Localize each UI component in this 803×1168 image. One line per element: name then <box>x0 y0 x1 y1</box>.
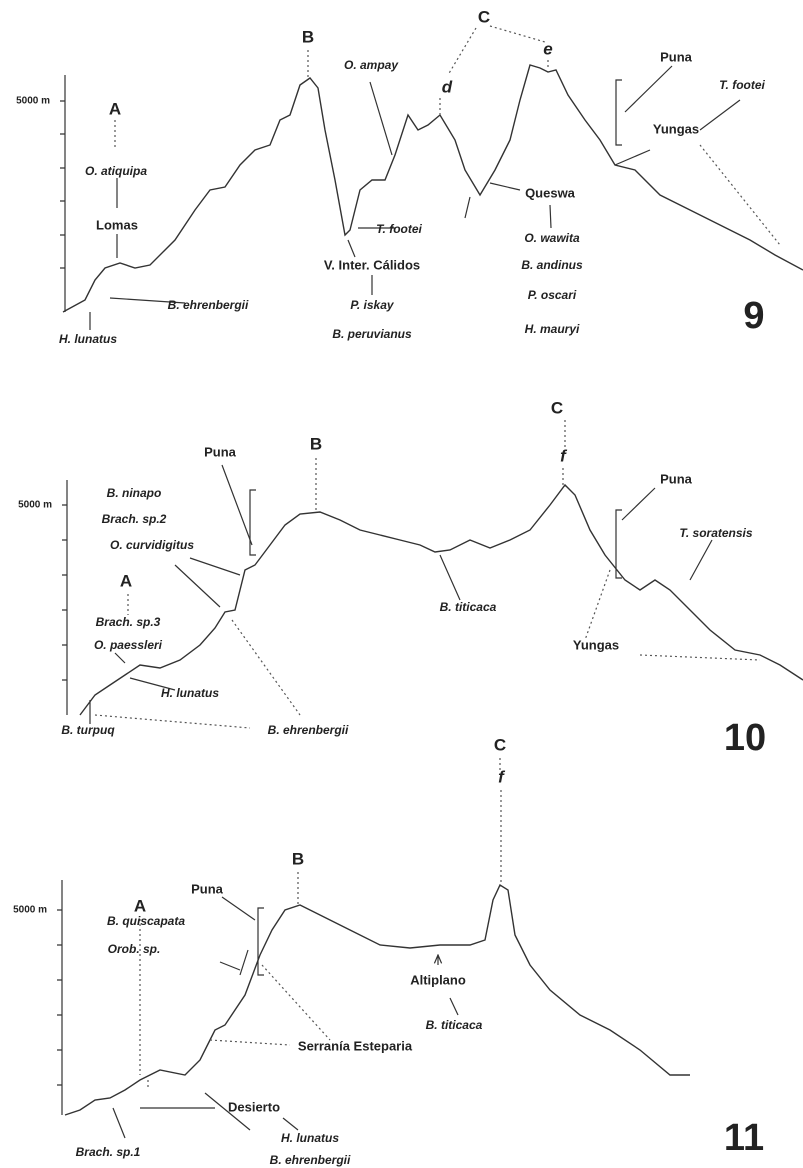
axis-9 <box>60 75 65 312</box>
site-label: P. oscari <box>528 288 577 302</box>
site-label: B. titicaca <box>426 1018 483 1032</box>
site-label: H. mauryi <box>525 322 580 336</box>
site-label: Puna <box>204 444 237 459</box>
site-label: Puna <box>191 881 224 896</box>
profile-9 <box>63 65 803 312</box>
bracket <box>250 80 622 975</box>
site-label: B. quiscapata <box>107 914 185 928</box>
site-label: e <box>543 39 552 58</box>
figure-number: 10 <box>724 717 766 759</box>
site-label: B. ninapo <box>107 486 162 500</box>
site-label: H. lunatus <box>161 686 219 700</box>
site-label: Orob. sp. <box>108 942 161 956</box>
axis-label: 5000 m <box>18 500 52 511</box>
site-label: C <box>551 398 563 417</box>
site-label: T. soratensis <box>679 526 752 540</box>
site-label: O. paessleri <box>94 638 163 652</box>
site-label: A <box>109 99 121 118</box>
axis-label: 5000 m <box>13 905 47 916</box>
figure-number: 9 <box>743 295 764 337</box>
site-label: O. wawita <box>524 231 580 245</box>
site-label: B. turpuq <box>61 723 115 737</box>
site-label: Puna <box>660 49 693 64</box>
axis-10 <box>62 480 67 715</box>
figure: 9 5000 m A B Cd e O. ampay Puna T. footei Yungas O… <box>0 0 803 1168</box>
site-label: d <box>442 77 453 96</box>
axis-label: 5000 m <box>16 96 50 107</box>
site-label: Puna <box>660 471 693 486</box>
site-label: T. footei <box>719 78 765 92</box>
site-label: f <box>560 446 568 465</box>
axis-11 <box>57 880 62 1115</box>
site-label: B <box>302 27 314 46</box>
connectors <box>90 26 780 1138</box>
labels: 9 5000 m A B Cd e O. ampay Puna T. footei Yungas O… <box>13 7 766 1167</box>
site-label: Brach. sp.1 <box>76 1145 141 1159</box>
site-label: O. ampay <box>344 58 399 72</box>
site-label: C <box>478 7 490 26</box>
site-label: Desierto <box>228 1099 280 1114</box>
site-label: Queswa <box>525 185 576 200</box>
site-label: B. titicaca <box>440 600 497 614</box>
site-label: V. Inter. Cálidos <box>324 257 420 272</box>
arrow-line <box>90 82 712 1138</box>
profiles <box>63 65 803 1115</box>
site-label: Lomas <box>96 217 138 232</box>
site-label: Brach. sp.2 <box>102 512 167 526</box>
site-label: O. atiquipa <box>85 164 147 178</box>
site-label: B. ehrenbergii <box>168 298 249 312</box>
site-label: B <box>292 849 304 868</box>
site-label: C <box>494 735 506 754</box>
site-label: H. lunatus <box>281 1131 339 1145</box>
site-label: B. ehrenbergii <box>270 1153 351 1167</box>
site-label: P. iskay <box>350 298 394 312</box>
site-label: B <box>310 434 322 453</box>
axes <box>57 75 67 1115</box>
site-label: O. curvidigitus <box>110 538 194 552</box>
site-label: Serranía Esteparia <box>298 1038 413 1053</box>
site-label: B. peruvianus <box>332 327 412 341</box>
site-label: Yungas <box>573 637 619 652</box>
figure-number: 11 <box>724 1117 764 1159</box>
dotted-line <box>95 26 780 1090</box>
site-label: Altiplano <box>410 972 466 987</box>
site-label: B. andinus <box>521 258 583 272</box>
site-label: Brach. sp.3 <box>96 615 161 629</box>
site-label: f <box>498 767 506 786</box>
site-label: A <box>120 571 132 590</box>
site-label: T. footei <box>376 222 422 236</box>
site-label: H. lunatus <box>59 332 117 346</box>
site-label: Yungas <box>653 121 699 136</box>
site-label: A <box>134 896 146 915</box>
site-label: B. ehrenbergii <box>268 723 349 737</box>
